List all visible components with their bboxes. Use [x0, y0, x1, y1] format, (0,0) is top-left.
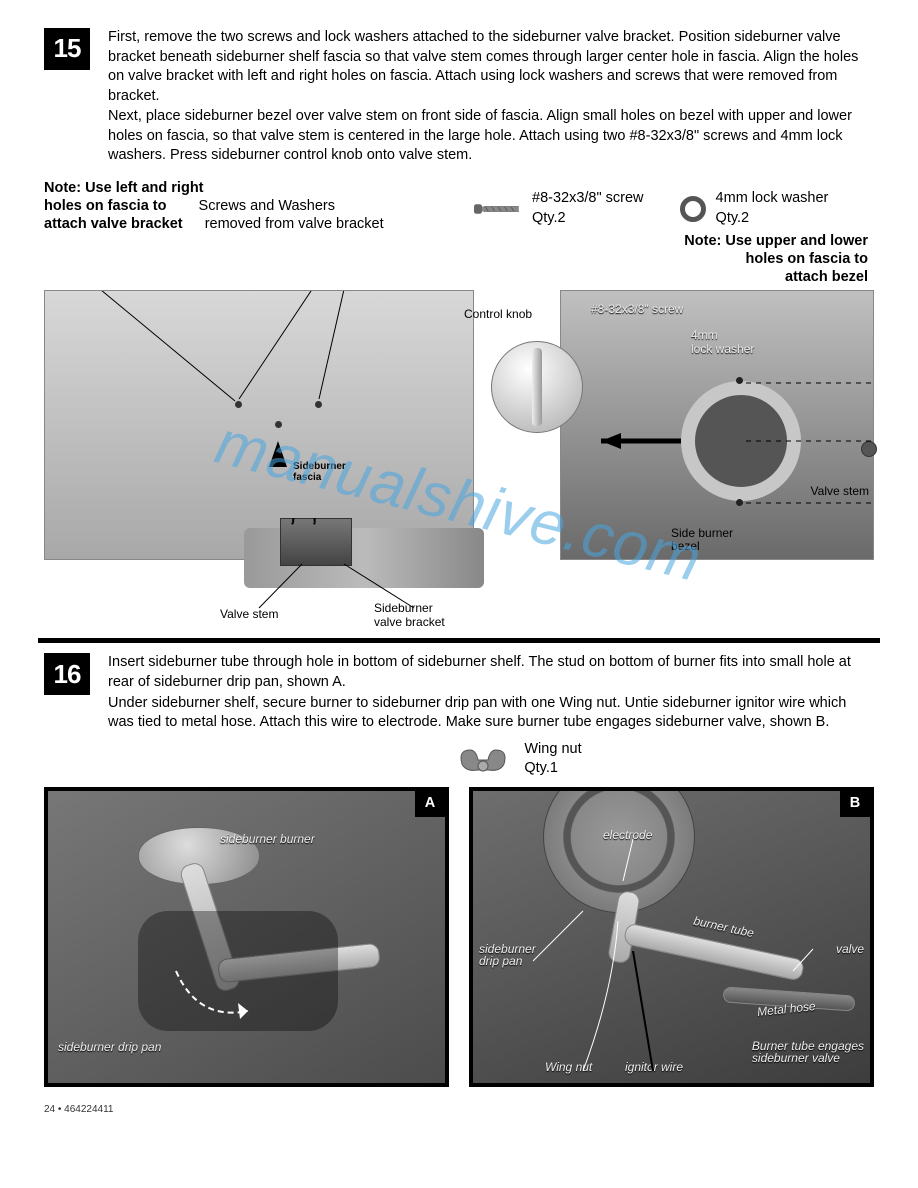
note-left-3: attach valve bracket — [44, 216, 183, 232]
callout-screws-1: Screws and Washers — [199, 198, 335, 214]
screw-qty: Qty.2 — [532, 210, 566, 226]
step-15-number: 15 — [44, 28, 90, 70]
section-divider — [38, 638, 880, 643]
step-16-para1: Insert sideburner tube through hole in b… — [108, 653, 874, 692]
valve-bracket-diagram: Valve stem Sideburner valve bracket Inst… — [44, 518, 874, 628]
photo-b: B electrode sideburner drip pan Wing nut… — [469, 787, 874, 1087]
washer-qty: Qty.2 — [716, 210, 750, 226]
wingnut-label: Wing nut — [524, 741, 581, 757]
step-15-para2: Next, place sideburner bezel over valve … — [108, 107, 874, 166]
note-right-1: Note: Use upper and lower — [684, 233, 868, 249]
step-15: 15 First, remove the two screws and lock… — [44, 28, 874, 167]
wingnut-icon — [456, 742, 510, 776]
hardware-row-15: #8-32x3/8" screw Qty.2 4mm lock washer Q… — [474, 189, 874, 228]
step-15-text: First, remove the two screws and lock wa… — [108, 28, 874, 167]
screw-label: #8-32x3/8" screw — [532, 190, 644, 206]
step-16-text: Insert sideburner tube through hole in b… — [108, 653, 874, 733]
callout-screws-2: removed from valve bracket — [205, 216, 384, 232]
callout-valve-stem-right: Valve stem — [811, 483, 869, 499]
step-16-para2: Under sideburner shelf, secure burner to… — [108, 694, 874, 733]
washer-icon — [680, 196, 706, 222]
screw-icon — [474, 199, 522, 219]
callout-control-knob: Control knob — [464, 306, 532, 322]
callout-bracket-1: Sideburner — [374, 601, 433, 615]
page-footer: 24 • 464224411 — [44, 1103, 874, 1117]
step-16-number: 16 — [44, 653, 90, 695]
note-left-2: holes on fascia to — [44, 198, 166, 214]
note-right-2: holes on fascia to — [746, 251, 868, 267]
washer-label: 4mm lock washer — [716, 190, 829, 206]
note-right-3: attach bezel — [785, 269, 868, 285]
note-left-1: Note: Use left and right — [44, 180, 204, 196]
photo-a: A sideburner burner sideburner drip pan — [44, 787, 449, 1087]
step-16: 16 Insert sideburner tube through hole i… — [44, 653, 874, 733]
step-15-para1: First, remove the two screws and lock wa… — [108, 28, 874, 106]
callout-valve-stem-left: Valve stem — [220, 606, 278, 622]
wingnut-qty: Qty.1 — [524, 760, 558, 776]
callout-bracket-2: valve bracket — [374, 615, 445, 629]
